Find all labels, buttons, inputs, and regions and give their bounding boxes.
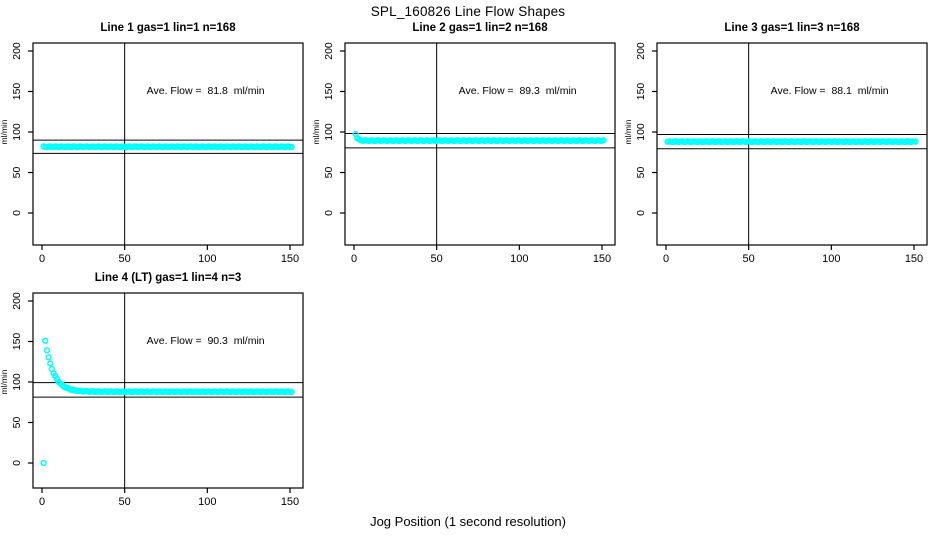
plot-box [32, 42, 304, 246]
y-tick-label: 50 [11, 417, 23, 429]
plot-box [656, 42, 928, 246]
x-tick-label: 150 [593, 253, 611, 265]
y-tick-label: 100 [323, 123, 335, 141]
data-point [42, 337, 49, 344]
x-tick-label: 100 [198, 496, 216, 508]
data-point [600, 137, 607, 144]
subplot-title: Line 3 gas=1 lin=3 n=168 [724, 22, 860, 34]
x-tick-label: 50 [119, 496, 131, 508]
avg-flow-annotation: Ave. Flow = 90.3 ml/min [147, 335, 265, 347]
x-tick-label: 0 [663, 253, 669, 265]
y-tick-label: 150 [635, 83, 647, 101]
y-tick-label: 200 [11, 42, 23, 60]
subplot-title: Line 2 gas=1 lin=2 n=168 [412, 22, 548, 34]
y-tick-label: 0 [635, 210, 647, 216]
data-point [288, 388, 295, 396]
avg-flow-annotation: Ave. Flow = 89.3 ml/min [459, 85, 577, 97]
plot-box [32, 292, 304, 489]
panel-line-2: Line 2 gas=1 lin=2 n=168 0 50 100 150 200 0 50 1… [312, 14, 624, 270]
x-tick-label: 100 [510, 253, 528, 265]
y-tick-label: 100 [635, 123, 647, 141]
data-point [47, 360, 54, 367]
avg-flow-annotation: Ave. Flow = 81.8 ml/min [147, 85, 265, 97]
x-tick-label: 0 [39, 253, 45, 265]
data-point [912, 138, 919, 145]
y-tick-label: 150 [323, 83, 335, 101]
y-tick-label: 0 [11, 210, 23, 216]
y-tick-label: 50 [635, 167, 647, 179]
data-points [352, 130, 607, 145]
y-tick-label: 200 [11, 292, 23, 310]
y-tick-label: 150 [11, 83, 23, 101]
y-tick-label: 150 [11, 333, 23, 351]
y-tick-label: 0 [11, 460, 23, 466]
data-points [40, 337, 295, 467]
subplot-title: Line 4 (LT) gas=1 lin=4 n=3 [94, 272, 242, 284]
y-tick-label: 100 [11, 123, 23, 141]
y-tick-label: 200 [635, 42, 647, 60]
x-tick-label: 0 [39, 496, 45, 508]
plot-box [344, 42, 616, 246]
panel-line-1: Line 1 gas=1 lin=1 n=168 0 50 100 150 200 0 50 1… [0, 14, 312, 270]
x-tick-label: 0 [351, 253, 357, 265]
data-point [45, 354, 52, 361]
x-tick-label: 150 [905, 253, 923, 265]
x-axis-label: Jog Position (1 second resolution) [370, 514, 566, 529]
y-axis-title: ml/min [312, 119, 321, 144]
figure-title: SPL_160826 Line Flow Shapes [370, 4, 566, 19]
y-tick-label: 200 [323, 42, 335, 60]
y-tick-label: 50 [323, 167, 335, 179]
y-axis-title: ml/min [0, 119, 9, 144]
y-tick-label: 0 [323, 210, 335, 216]
panel-line-3: Line 3 gas=1 lin=3 n=168 0 50 100 150 200 0 50 1… [624, 14, 936, 270]
x-tick-label: 50 [431, 253, 443, 265]
data-points [40, 143, 295, 151]
x-tick-label: 50 [743, 253, 755, 265]
y-tick-label: 50 [11, 167, 23, 179]
data-points [664, 138, 919, 146]
panel-line-4: Line 4 (LT) gas=1 lin=4 n=3 0 50 100 150 200 0… [0, 264, 312, 540]
x-tick-label: 100 [822, 253, 840, 265]
x-tick-label: 150 [281, 253, 299, 265]
subplot-canvas: 0 50 100 150 200 0 50 100 150 ml/min Ave. Flow = 9… [0, 292, 304, 508]
x-tick-label: 150 [281, 496, 299, 508]
x-tick-label: 50 [119, 253, 131, 265]
y-axis-title: ml/min [0, 369, 9, 394]
subplot-title: Line 1 gas=1 lin=1 n=168 [100, 22, 236, 34]
y-tick-label: 100 [11, 373, 23, 391]
subplot-canvas: 0 50 100 150 200 0 50 100 150 ml/min Ave. Flow = 8… [624, 42, 928, 265]
subplot-canvas: 0 50 100 150 200 0 50 100 150 ml/min Ave. Flow = 8… [312, 42, 616, 265]
y-axis-title: ml/min [624, 119, 633, 144]
data-point [288, 143, 295, 151]
subplot-canvas: 0 50 100 150 200 0 50 100 150 ml/min Ave. Flow = 8… [0, 42, 304, 265]
x-tick-label: 100 [198, 253, 216, 265]
data-point [43, 347, 51, 354]
data-point-outlier [40, 459, 47, 467]
avg-flow-annotation: Ave. Flow = 88.1 ml/min [771, 85, 889, 97]
